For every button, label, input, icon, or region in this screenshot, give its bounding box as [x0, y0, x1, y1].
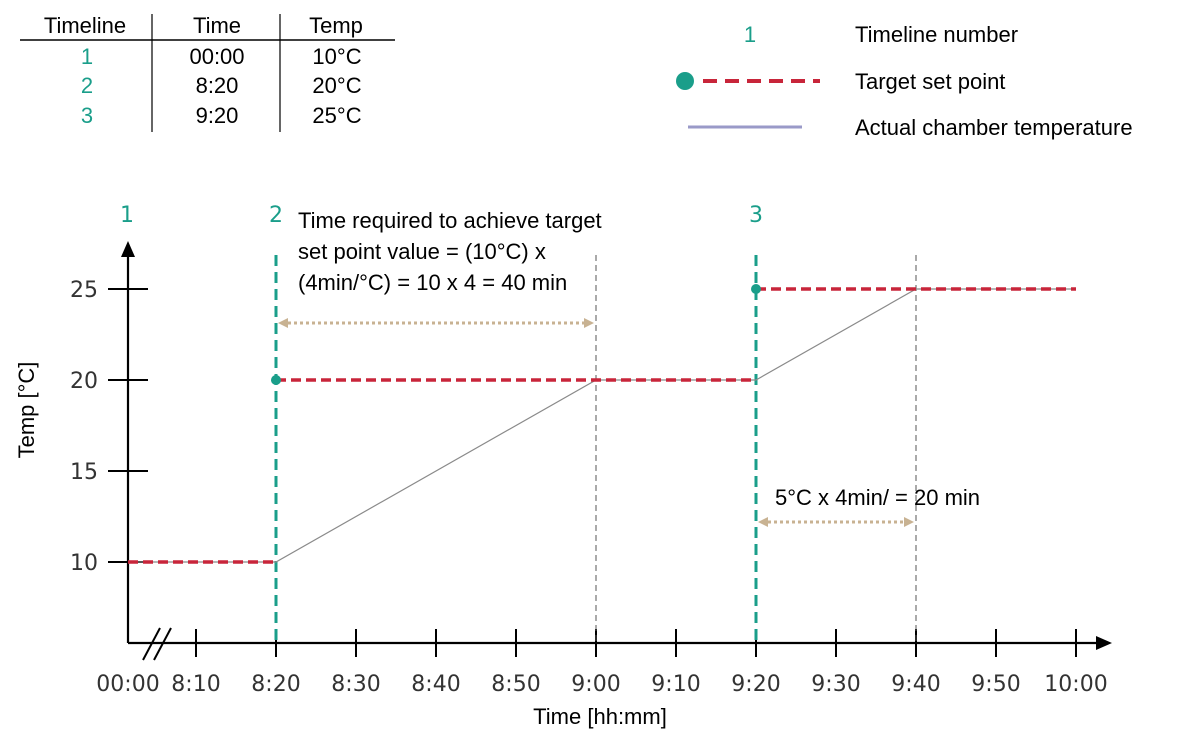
x-tick-label: 9:30 — [811, 672, 860, 697]
table-row-time: 9:20 — [196, 103, 239, 128]
table-row-temp: 25°C — [312, 103, 361, 128]
table-header-temp: Temp — [309, 13, 363, 38]
table-row-temp: 20°C — [312, 73, 361, 98]
annotation-40min: Time required to achieve target set poin… — [298, 208, 602, 295]
table-row-timeline: 3 — [81, 103, 93, 128]
x-tick-label: 8:30 — [331, 672, 380, 697]
x-tick-label: 9:20 — [731, 672, 780, 697]
table-header-time: Time — [193, 13, 241, 38]
x-tick-label: 00:00 — [96, 672, 159, 697]
table-row-time: 00:00 — [189, 44, 244, 69]
setpoint-dot — [271, 375, 281, 385]
legend-actual-label: Actual chamber temperature — [855, 115, 1133, 140]
annotation-line: set point value = (10°C) x — [298, 239, 546, 264]
y-axis-label: Temp [°C] — [14, 362, 39, 459]
y-tick-label: 15 — [70, 460, 98, 485]
x-tick-label: 9:50 — [971, 672, 1020, 697]
y-tick-label: 10 — [70, 551, 98, 576]
x-tick-label: 8:20 — [251, 672, 300, 697]
annotation-line: 5°C x 4min/ = 20 min — [775, 485, 980, 510]
legend-timeline-label: Timeline number — [855, 22, 1018, 47]
annotation-20min: 5°C x 4min/ = 20 min — [775, 485, 980, 510]
setpoint-dot — [751, 284, 761, 294]
x-tick-label: 9:40 — [891, 672, 940, 697]
x-tick-label: 9:10 — [651, 672, 700, 697]
annotation-line: (4min/°C) = 10 x 4 = 40 min — [298, 270, 567, 295]
y-tick-label: 25 — [70, 278, 98, 303]
x-tick-label: 9:00 — [571, 672, 620, 697]
annotation-line: Time required to achieve target — [298, 208, 602, 233]
timeline-number: 1 — [120, 203, 134, 228]
table-row-timeline: 1 — [81, 44, 93, 69]
y-tick-label: 20 — [70, 369, 98, 394]
timeline-number: 3 — [749, 203, 763, 228]
timeline-number: 2 — [269, 203, 283, 228]
axis-break-mark — [153, 627, 172, 661]
legend: 1 Timeline number Target set point Actua… — [676, 22, 1133, 140]
x-tick-label: 10:00 — [1044, 672, 1107, 697]
x-axis-label: Time [hh:mm] — [533, 704, 667, 729]
table-header-timeline: Timeline — [44, 13, 126, 38]
data-table: Timeline Time Temp 1 00:00 10°C 2 8:20 2… — [20, 13, 395, 132]
table-row-timeline: 2 — [81, 73, 93, 98]
axis-break-mark — [142, 627, 161, 661]
x-tick-label: 8:10 — [171, 672, 220, 697]
x-tick-label: 8:40 — [411, 672, 460, 697]
legend-setpoint-dot-icon — [676, 72, 694, 90]
table-row-temp: 10°C — [312, 44, 361, 69]
plot-area: 00:00 8:10 8:20 8:30 8:40 8:50 9:00 9:10 9:20 9:3… — [70, 203, 1112, 697]
series-actual-line — [128, 288, 1076, 563]
x-tick-label: 8:50 — [491, 672, 540, 697]
table-row-time: 8:20 — [196, 73, 239, 98]
legend-setpoint-label: Target set point — [855, 69, 1005, 94]
legend-timeline-symbol: 1 — [744, 22, 756, 47]
